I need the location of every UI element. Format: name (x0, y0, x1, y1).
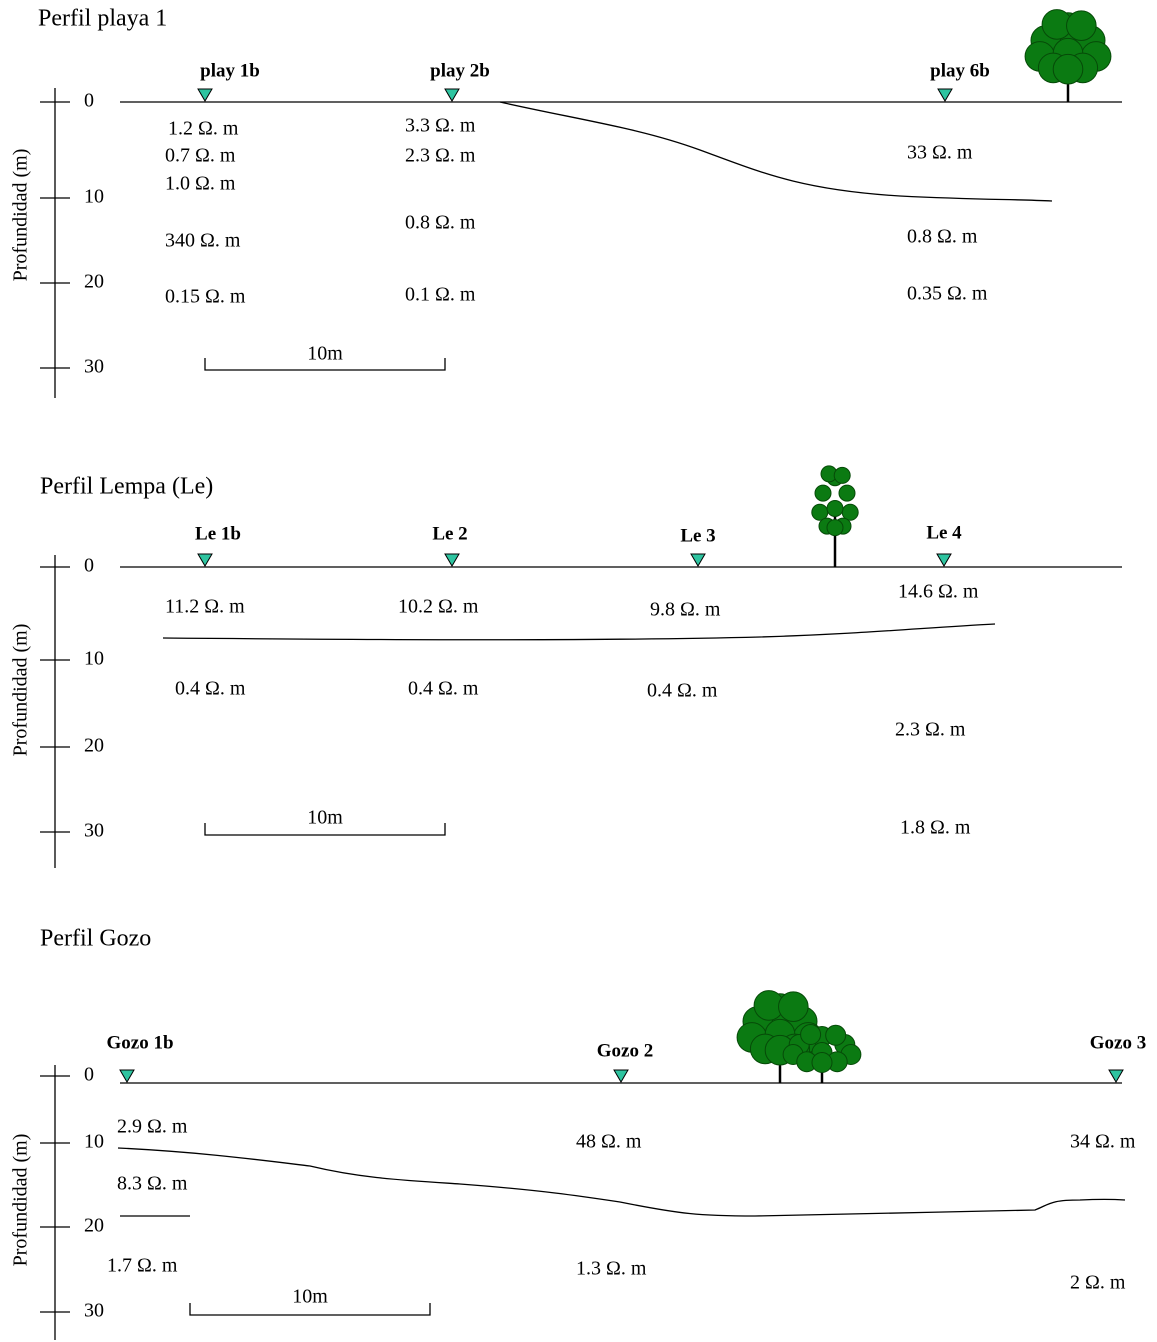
tree-leaf (839, 485, 855, 501)
station-marker (445, 89, 459, 101)
resistivity-label: 0.15 Ω. m (165, 286, 246, 308)
axis-label: Profundidad (m) (10, 624, 32, 757)
profile-title: Perfil Gozo (40, 926, 151, 952)
station-label: play 1b (200, 60, 260, 81)
tree-leaf (827, 520, 843, 536)
profile-title: Perfil playa 1 (38, 6, 167, 32)
resistivity-label: 1.0 Ω. m (165, 173, 236, 195)
resistivity-label: 1.8 Ω. m (900, 817, 971, 839)
resistivity-label: 34 Ω. m (1070, 1131, 1136, 1153)
depth-tick-label: 30 (84, 356, 104, 378)
station-label: Le 2 (432, 523, 467, 544)
profiles-diagram: Perfil playa 1 0 10 20 30 Profundidad (m) play… (0, 0, 1157, 1342)
resistivity-label: 8.3 Ω. m (117, 1173, 188, 1195)
depth-tick-label: 10 (84, 648, 104, 670)
tree (1025, 10, 1111, 102)
tree-leaf (834, 467, 850, 483)
resistivity-label: 0.35 Ω. m (907, 283, 988, 305)
depth-tick-label: 10 (84, 1131, 104, 1153)
resistivity-label: 48 Ω. m (576, 1131, 642, 1153)
profile-title: Perfil Lempa (Le) (40, 474, 213, 500)
resistivity-label: 1.7 Ω. m (107, 1255, 178, 1277)
station-marker (691, 554, 705, 566)
layer-boundary (163, 624, 995, 640)
resistivity-label: 33 Ω. m (907, 142, 973, 164)
station-label: play 6b (930, 60, 990, 81)
resistivity-label: 2.3 Ω. m (895, 719, 966, 741)
resistivity-label: 0.4 Ω. m (647, 680, 718, 702)
resistivity-label: 0.7 Ω. m (165, 145, 236, 167)
resistivity-label: 2 Ω. m (1070, 1272, 1126, 1294)
station-marker (198, 89, 212, 101)
station-label: Le 1b (195, 523, 241, 544)
resistivity-label: 2.3 Ω. m (405, 145, 476, 167)
resistivity-label: 1.2 Ω. m (168, 118, 239, 140)
station-marker (120, 1070, 134, 1082)
tree-leaf (812, 1053, 832, 1073)
tree (812, 466, 858, 567)
scale-label: 10m (307, 343, 343, 365)
station-marker (445, 554, 459, 566)
resistivity-label: 1.3 Ω. m (576, 1258, 647, 1280)
station-marker (937, 554, 951, 566)
depth-tick-label: 20 (84, 271, 104, 293)
station-marker (614, 1070, 628, 1082)
station-label: Le 4 (926, 522, 962, 543)
depth-tick-label: 0 (84, 555, 94, 577)
axis-label: Profundidad (m) (10, 149, 32, 282)
station-marker (1109, 1070, 1123, 1082)
depth-tick-label: 30 (84, 820, 104, 842)
scale-label: 10m (307, 807, 343, 829)
depth-tick-label: 30 (84, 1300, 104, 1322)
station-label: Gozo 2 (597, 1040, 653, 1061)
tree-leaf (1067, 11, 1097, 41)
resistivity-label: 9.8 Ω. m (650, 599, 721, 621)
axis-label: Profundidad (m) (10, 1134, 32, 1267)
resistivity-label: 0.4 Ω. m (175, 678, 246, 700)
resistivity-label: 0.8 Ω. m (405, 212, 476, 234)
depth-tick-label: 20 (84, 1215, 104, 1237)
station-label: Le 3 (680, 525, 715, 546)
station-marker (938, 89, 952, 101)
tree-leaf (801, 1025, 821, 1045)
resistivity-label: 11.2 Ω. m (165, 596, 245, 618)
depth-tick-label: 0 (84, 90, 94, 112)
station-label: Gozo 3 (1090, 1032, 1146, 1053)
station-label: play 2b (430, 60, 490, 81)
resistivity-label: 0.8 Ω. m (907, 226, 978, 248)
depth-tick-label: 10 (84, 186, 104, 208)
depth-tick-label: 0 (84, 1064, 94, 1086)
tree-leaf (1053, 54, 1083, 84)
depth-tick-label: 20 (84, 735, 104, 757)
resistivity-label: 3.3 Ω. m (405, 115, 476, 137)
resistivity-label: 10.2 Ω. m (398, 596, 479, 618)
resistivity-label: 2.9 Ω. m (117, 1116, 188, 1138)
tree-leaf (779, 992, 809, 1022)
resistivity-label: 0.1 Ω. m (405, 284, 476, 306)
scale-label: 10m (292, 1286, 328, 1308)
station-label: Gozo 1b (106, 1032, 173, 1053)
resistivity-label: 0.4 Ω. m (408, 678, 479, 700)
tree-leaf (815, 485, 831, 501)
station-marker (198, 554, 212, 566)
resistivity-label: 340 Ω. m (165, 230, 241, 252)
tree-leaf (827, 500, 843, 516)
tree-leaf (826, 1025, 846, 1045)
layer-boundary (118, 1148, 1125, 1216)
resistivity-label: 14.6 Ω. m (898, 581, 979, 603)
